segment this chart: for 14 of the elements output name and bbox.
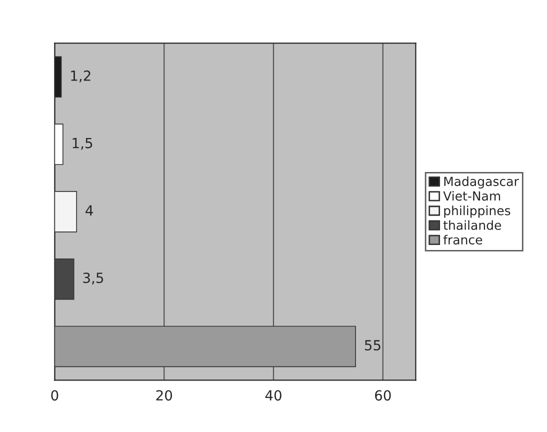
legend-label: Madagascar bbox=[444, 176, 519, 189]
data-label: 1,2 bbox=[71, 70, 90, 82]
x-tick-label: 20 bbox=[156, 390, 172, 401]
x-tick-label: 40 bbox=[265, 390, 282, 401]
x-tick-label: 0 bbox=[51, 390, 58, 401]
legend-label: philippines bbox=[444, 206, 510, 218]
data-label: 4 bbox=[86, 205, 93, 216]
data-label: 3,5 bbox=[83, 272, 104, 285]
data-label: 1,5 bbox=[72, 138, 92, 150]
legend-label: Viet-Nam bbox=[443, 191, 500, 201]
legend-label: thailande bbox=[443, 220, 502, 230]
data-label: 55 bbox=[364, 340, 380, 350]
legend-label: france bbox=[443, 234, 482, 244]
x-tick-label: 60 bbox=[375, 390, 391, 401]
